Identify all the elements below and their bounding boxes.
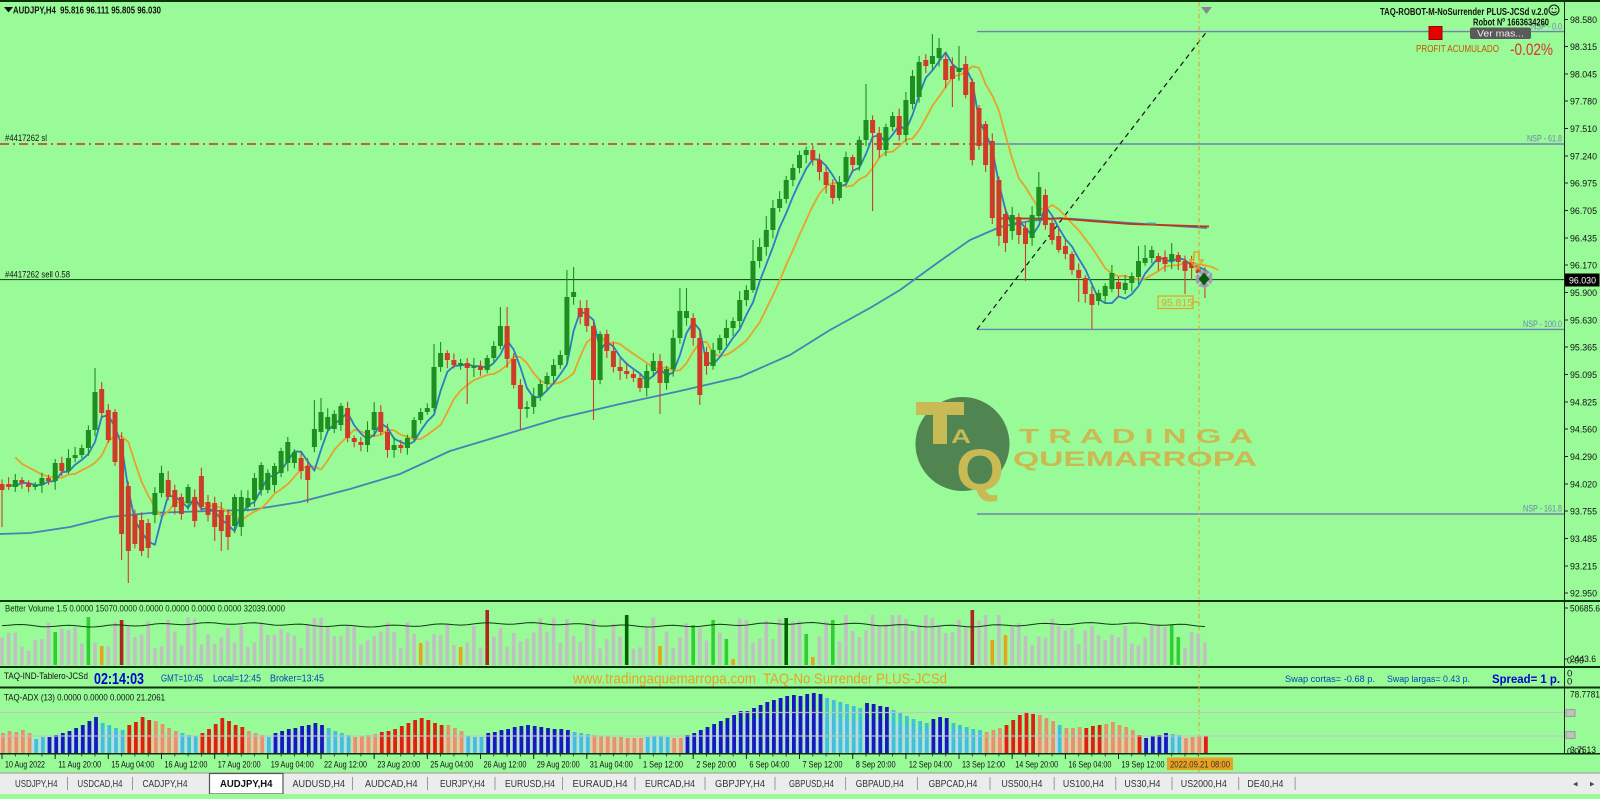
svg-text:13 Sep 12:00: 13 Sep 12:00 (962, 760, 1005, 770)
svg-text:NSP - 100.0: NSP - 100.0 (1523, 319, 1562, 330)
svg-text:98.580: 98.580 (1570, 15, 1597, 26)
svg-text:Broker=13:45: Broker=13:45 (270, 674, 324, 685)
svg-text:1 Sep 12:00: 1 Sep 12:00 (643, 760, 683, 770)
svg-text:97.780: 97.780 (1570, 97, 1597, 108)
svg-text:94.020: 94.020 (1570, 480, 1597, 491)
svg-text:DE40,H4: DE40,H4 (1247, 779, 1283, 790)
svg-text:19 Aug 04:00: 19 Aug 04:00 (271, 760, 314, 770)
svg-text:TAQ-IND-Tablero-JCSd: TAQ-IND-Tablero-JCSd (4, 671, 88, 682)
svg-text:AUDJPY,H4 95.816 96.111 95.80: AUDJPY,H4 95.816 96.111 95.805 96.030 (13, 6, 161, 17)
svg-text:◂: ◂ (1573, 779, 1578, 789)
svg-text:96.705: 96.705 (1570, 206, 1597, 217)
svg-text:GMT=10:45: GMT=10:45 (161, 674, 203, 685)
svg-text:95.095: 95.095 (1570, 370, 1597, 381)
svg-text:USDCAD,H4: USDCAD,H4 (78, 779, 123, 790)
svg-text:98.315: 98.315 (1570, 42, 1597, 53)
svg-text:94.560: 94.560 (1570, 425, 1597, 436)
svg-text:#4417262 sell 0.58: #4417262 sell 0.58 (5, 270, 70, 280)
svg-text:AUDCAD,H4: AUDCAD,H4 (365, 779, 418, 790)
svg-text:96.170: 96.170 (1570, 261, 1597, 272)
svg-text:0.00: 0.00 (1567, 656, 1584, 667)
svg-text:Q: Q (956, 438, 1004, 503)
svg-text:2 Sep 20:00: 2 Sep 20:00 (696, 760, 736, 770)
svg-text:97.240: 97.240 (1570, 152, 1597, 163)
svg-text:NSP - 161.8: NSP - 161.8 (1523, 504, 1562, 515)
svg-text:0.00: 0.00 (1567, 747, 1584, 758)
svg-text:95.630: 95.630 (1570, 316, 1597, 327)
svg-text:EURAUD,H4: EURAUD,H4 (573, 779, 628, 790)
svg-text:96.030: 96.030 (1569, 276, 1596, 287)
svg-text:CADJPY,H4: CADJPY,H4 (143, 779, 188, 790)
svg-text:PROFIT ACUMULADO: PROFIT ACUMULADO (1416, 43, 1499, 55)
svg-text:GBPUSD,H4: GBPUSD,H4 (789, 779, 834, 790)
svg-text:93.485: 93.485 (1570, 534, 1597, 545)
svg-text:-0.02%: -0.02% (1510, 40, 1553, 59)
svg-text:17 Aug 20:00: 17 Aug 20:00 (218, 760, 261, 770)
svg-text:▸: ▸ (1590, 779, 1595, 789)
svg-text:Swap largas= 0.43 p.: Swap largas= 0.43 p. (1387, 674, 1470, 685)
svg-text:GBPJPY,H4: GBPJPY,H4 (715, 779, 765, 790)
svg-text:16 Aug 12:00: 16 Aug 12:00 (165, 760, 208, 770)
svg-text:Better Volume 1.5 0.0000 15070: Better Volume 1.5 0.0000 15070.0000 0.00… (5, 604, 285, 615)
svg-text:93.215: 93.215 (1570, 562, 1597, 573)
svg-text:12 Sep 04:00: 12 Sep 04:00 (909, 760, 952, 770)
svg-text:Local=12:45: Local=12:45 (213, 674, 261, 685)
svg-text:22 Aug 12:00: 22 Aug 12:00 (324, 760, 367, 770)
svg-text:EURCAD,H4: EURCAD,H4 (645, 779, 695, 790)
svg-text:95.900: 95.900 (1570, 288, 1597, 299)
svg-text:14 Sep 20:00: 14 Sep 20:00 (1015, 760, 1058, 770)
svg-text:AUDJPY,H4: AUDJPY,H4 (220, 779, 273, 790)
svg-text:US2000,H4: US2000,H4 (1181, 779, 1227, 790)
svg-text:TAQ-No Surrender PLUS-JCSd: TAQ-No Surrender PLUS-JCSd (763, 671, 947, 688)
svg-text:15 Aug 04:00: 15 Aug 04:00 (111, 760, 154, 770)
svg-text:US500,H4: US500,H4 (1001, 779, 1042, 790)
svg-text:USDJPY,H4: USDJPY,H4 (15, 779, 58, 790)
svg-text:26 Aug 12:00: 26 Aug 12:00 (484, 760, 527, 770)
svg-text:QUEMARROPA: QUEMARROPA (1013, 448, 1257, 471)
svg-text:US30,H4: US30,H4 (1124, 779, 1160, 790)
svg-text:31 Aug 04:00: 31 Aug 04:00 (590, 760, 633, 770)
svg-text:98.045: 98.045 (1570, 70, 1597, 81)
svg-text:10 Aug 2022: 10 Aug 2022 (5, 760, 45, 770)
svg-text:Ver mas...: Ver mas... (1477, 29, 1524, 39)
svg-text:6 Sep 04:00: 6 Sep 04:00 (749, 760, 789, 770)
svg-text:93.755: 93.755 (1570, 507, 1597, 518)
svg-text:#4417262 sl: #4417262 sl (5, 133, 47, 143)
svg-text:78.7781: 78.7781 (1570, 690, 1600, 701)
svg-text:GBPCAD,H4: GBPCAD,H4 (929, 779, 978, 790)
svg-text:7 Sep 12:00: 7 Sep 12:00 (803, 760, 843, 770)
svg-text:T R A D I N G A: T R A D I N G A (1019, 426, 1253, 448)
svg-text:8 Sep 20:00: 8 Sep 20:00 (856, 760, 896, 770)
svg-text:Spread= 1 p.: Spread= 1 p. (1492, 672, 1560, 686)
svg-text:94.290: 94.290 (1570, 452, 1597, 463)
svg-text:29 Aug 20:00: 29 Aug 20:00 (537, 760, 580, 770)
svg-text:TAQ-ROBOT-M-NoSurrender PLUS-J: TAQ-ROBOT-M-NoSurrender PLUS-JCSd v.2.0 (1380, 7, 1548, 18)
svg-text:94.825: 94.825 (1570, 398, 1597, 409)
svg-text:AUDUSD,H4: AUDUSD,H4 (293, 779, 346, 790)
svg-text:0: 0 (1567, 677, 1572, 688)
svg-text:2022.09.21 08:00: 2022.09.21 08:00 (1170, 760, 1230, 770)
svg-text:96.435: 96.435 (1570, 234, 1597, 245)
svg-text:EURUSD,H4: EURUSD,H4 (505, 779, 555, 790)
svg-text:19 Sep 12:00: 19 Sep 12:00 (1122, 760, 1165, 770)
svg-text:NSP - 61.8: NSP - 61.8 (1527, 134, 1562, 145)
svg-text:16 Sep 04:00: 16 Sep 04:00 (1068, 760, 1111, 770)
svg-text:50685.6: 50685.6 (1570, 604, 1600, 615)
svg-text:EURJPY,H4: EURJPY,H4 (440, 779, 485, 790)
svg-text:Robot Nº 1663634260: Robot Nº 1663634260 (1473, 18, 1549, 29)
svg-text:92.950: 92.950 (1570, 589, 1597, 600)
svg-text:Swap cortas= -0.68 p.: Swap cortas= -0.68 p. (1285, 674, 1375, 685)
svg-text:11 Aug 20:00: 11 Aug 20:00 (58, 760, 101, 770)
svg-text:TAQ-ADX (13) 0.0000 0.0000 0.: TAQ-ADX (13) 0.0000 0.0000 0.0000 21.206… (4, 693, 165, 704)
svg-text:97.510: 97.510 (1570, 124, 1597, 135)
svg-text:25 Aug 04:00: 25 Aug 04:00 (430, 760, 473, 770)
svg-text:www.tradingaquemarropa.com: www.tradingaquemarropa.com (572, 671, 756, 688)
svg-text:GBPAUD,H4: GBPAUD,H4 (856, 779, 904, 790)
svg-text:US100,H4: US100,H4 (1063, 779, 1104, 790)
svg-text:96.975: 96.975 (1570, 179, 1597, 190)
svg-text:23 Aug 20:00: 23 Aug 20:00 (377, 760, 420, 770)
svg-text:95.815: 95.815 (1161, 297, 1193, 309)
svg-text:02:14:03: 02:14:03 (94, 671, 144, 688)
svg-text:95.365: 95.365 (1570, 343, 1597, 354)
